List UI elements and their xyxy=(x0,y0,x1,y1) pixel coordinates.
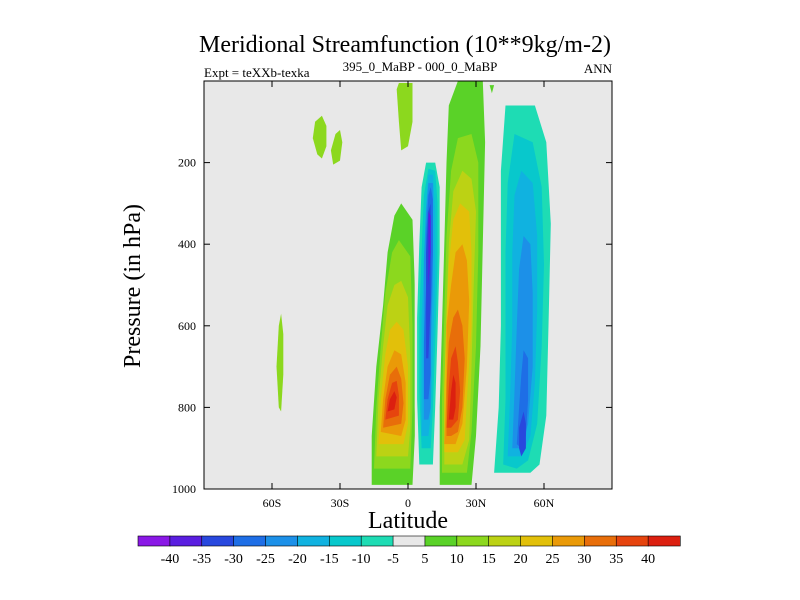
x-tick-label: 60S xyxy=(263,496,282,510)
y-tick-label: 800 xyxy=(178,400,196,414)
colorbar-label: -30 xyxy=(224,552,243,567)
colorbar-label: -25 xyxy=(256,552,275,567)
colorbar-swatch xyxy=(424,535,458,547)
x-tick-label: 30N xyxy=(466,496,487,510)
colorbar-swatch xyxy=(488,535,522,547)
y-tick-label: 600 xyxy=(178,319,196,333)
colorbar-swatch xyxy=(552,535,585,547)
colorbar-label: 5 xyxy=(421,552,428,567)
chart-title: Meridional Streamfunction (10**9kg/m-2) xyxy=(199,32,611,58)
x-axis-ticks: 60S 30S 0 30N 60N xyxy=(263,81,555,510)
y-axis-ticks: 200 400 600 800 1000 xyxy=(172,156,612,496)
colorbar-label: 35 xyxy=(609,552,623,567)
contour-region-sh-positive-cell-40 xyxy=(387,391,397,412)
x-tick-label: 30S xyxy=(331,496,350,510)
colorbar-label: -5 xyxy=(387,552,399,567)
contour-region-sh-high-left-weak xyxy=(290,427,309,485)
colorbar-swatch xyxy=(297,535,330,547)
y-tick-label: 400 xyxy=(178,237,196,251)
x-tick-label: 60N xyxy=(534,496,555,510)
colorbar-swatch xyxy=(169,535,203,547)
colorbar-label: -20 xyxy=(288,552,307,567)
colorbar-swatch xyxy=(615,535,649,547)
chart-subtitle-center: 395_0_MaBP - 000_0_MaBP xyxy=(343,59,498,74)
y-tick-label: 200 xyxy=(178,156,196,170)
colorbar-swatch xyxy=(265,535,299,547)
contour-region-sh-tiny-top xyxy=(290,81,293,94)
colorbar-label: 25 xyxy=(546,552,560,567)
colorbar-swatch xyxy=(456,535,490,547)
colorbar-label: -35 xyxy=(192,552,211,567)
y-tick-label: 1000 xyxy=(172,482,196,496)
contour-region-sh-upper-patch-weak xyxy=(312,115,327,159)
colorbar-swatch xyxy=(137,535,171,547)
colorbar-swatch xyxy=(201,535,235,547)
x-axis-label: Latitude xyxy=(368,508,448,534)
colorbar-label: -40 xyxy=(161,552,180,567)
colorbar-label: 20 xyxy=(514,552,528,567)
contour-region-nh-negative-35 xyxy=(519,411,526,457)
colorbar-swatch xyxy=(392,535,426,547)
colorbar-label: 30 xyxy=(577,552,591,567)
colorbar-swatch xyxy=(520,535,554,547)
colorbar-label: 40 xyxy=(641,552,655,567)
colorbar-swatch xyxy=(328,535,362,547)
colorbar-label: 10 xyxy=(450,552,464,567)
x-tick-label: 0 xyxy=(405,496,411,510)
contour-region-sh-mid-strip xyxy=(276,313,284,412)
contour-region-nh-top-tiny xyxy=(584,81,590,94)
colorbar-swatch xyxy=(584,535,617,547)
contour-region-sh-column-weak xyxy=(317,83,377,485)
colorbar-label: -10 xyxy=(352,552,371,567)
colorbar: -40 -35 -30 -25 -20 -15 -10 -5 5 10 15 20 25 30 35 40 xyxy=(137,535,681,567)
colorbar-swatch xyxy=(360,535,394,547)
colorbar-label: -15 xyxy=(320,552,339,567)
contour-region-nh-positive-40 xyxy=(448,374,456,420)
contour-region-sh-upper-patch-15 xyxy=(330,130,343,165)
chart-subtitle-right: ANN xyxy=(584,61,613,76)
colorbar-swatch xyxy=(647,535,681,547)
y-axis-label: Pressure (in hPa) xyxy=(120,204,146,368)
contour-region-tropical-negative-40 xyxy=(428,211,431,285)
colorbar-label: 15 xyxy=(482,552,496,567)
chart-subtitle-left: Expt = teXXb-texka xyxy=(204,65,310,80)
colorbar-swatch xyxy=(233,535,267,547)
contour-regions xyxy=(276,81,590,485)
contour-region-upper-tropic-green xyxy=(396,83,413,151)
contour-region-right-edge-tiny xyxy=(489,85,495,94)
